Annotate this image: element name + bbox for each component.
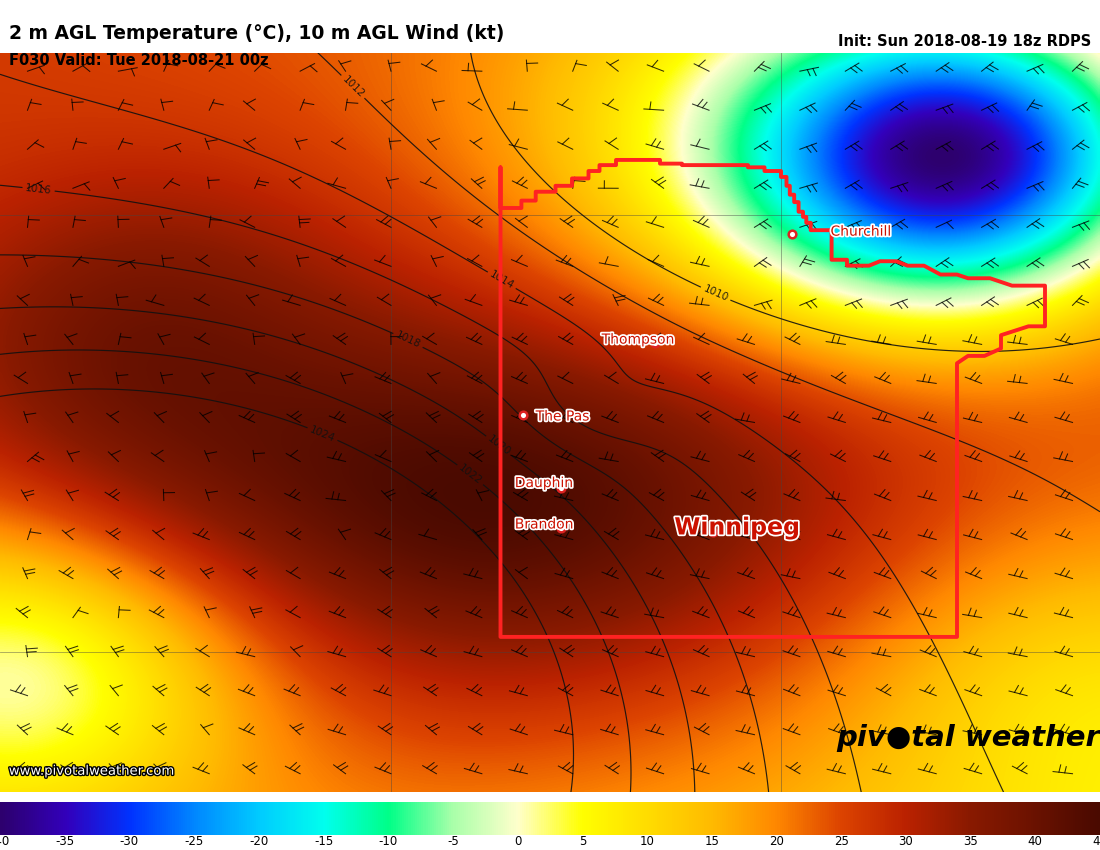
Text: -10: -10 <box>378 835 398 847</box>
Text: 1010: 1010 <box>702 284 729 303</box>
Text: 0: 0 <box>514 835 521 847</box>
Text: 10: 10 <box>639 835 654 847</box>
Text: 1022: 1022 <box>456 462 484 486</box>
Text: Brandon: Brandon <box>515 518 574 531</box>
Text: Thompson: Thompson <box>602 332 674 347</box>
Text: Dauphin: Dauphin <box>515 476 573 490</box>
Text: www.pivotalweather.com: www.pivotalweather.com <box>9 765 176 778</box>
Text: 15: 15 <box>704 835 719 847</box>
Text: Init: Sun 2018-08-19 18z RDPS: Init: Sun 2018-08-19 18z RDPS <box>838 34 1091 49</box>
Text: -35: -35 <box>55 835 75 847</box>
Text: 1020: 1020 <box>485 434 513 458</box>
Text: F030 Valid: Tue 2018-08-21 00z: F030 Valid: Tue 2018-08-21 00z <box>9 53 268 68</box>
Text: -15: -15 <box>314 835 333 847</box>
Text: 5: 5 <box>579 835 586 847</box>
Text: Winnipeg: Winnipeg <box>674 515 800 540</box>
Text: 35: 35 <box>964 835 978 847</box>
Text: 1016: 1016 <box>25 183 53 196</box>
Text: 25: 25 <box>834 835 848 847</box>
Text: 1014: 1014 <box>487 269 516 292</box>
Text: 30: 30 <box>899 835 913 847</box>
Text: 1018: 1018 <box>394 330 422 350</box>
Text: 2 m AGL Temperature (°C), 10 m AGL Wind (kt): 2 m AGL Temperature (°C), 10 m AGL Wind … <box>9 24 504 42</box>
Text: -20: -20 <box>250 835 268 847</box>
Text: -30: -30 <box>120 835 139 847</box>
Text: -25: -25 <box>185 835 204 847</box>
Text: piv●tal weather: piv●tal weather <box>836 724 1100 752</box>
Text: 20: 20 <box>769 835 784 847</box>
Text: -5: -5 <box>447 835 459 847</box>
Text: 1012: 1012 <box>340 74 366 99</box>
Text: 40: 40 <box>1027 835 1043 847</box>
Text: -40: -40 <box>0 835 10 847</box>
Text: 45: 45 <box>1092 835 1100 847</box>
Text: 1024: 1024 <box>308 424 337 444</box>
Text: The Pas: The Pas <box>536 410 590 423</box>
Text: Churchill: Churchill <box>830 224 891 239</box>
